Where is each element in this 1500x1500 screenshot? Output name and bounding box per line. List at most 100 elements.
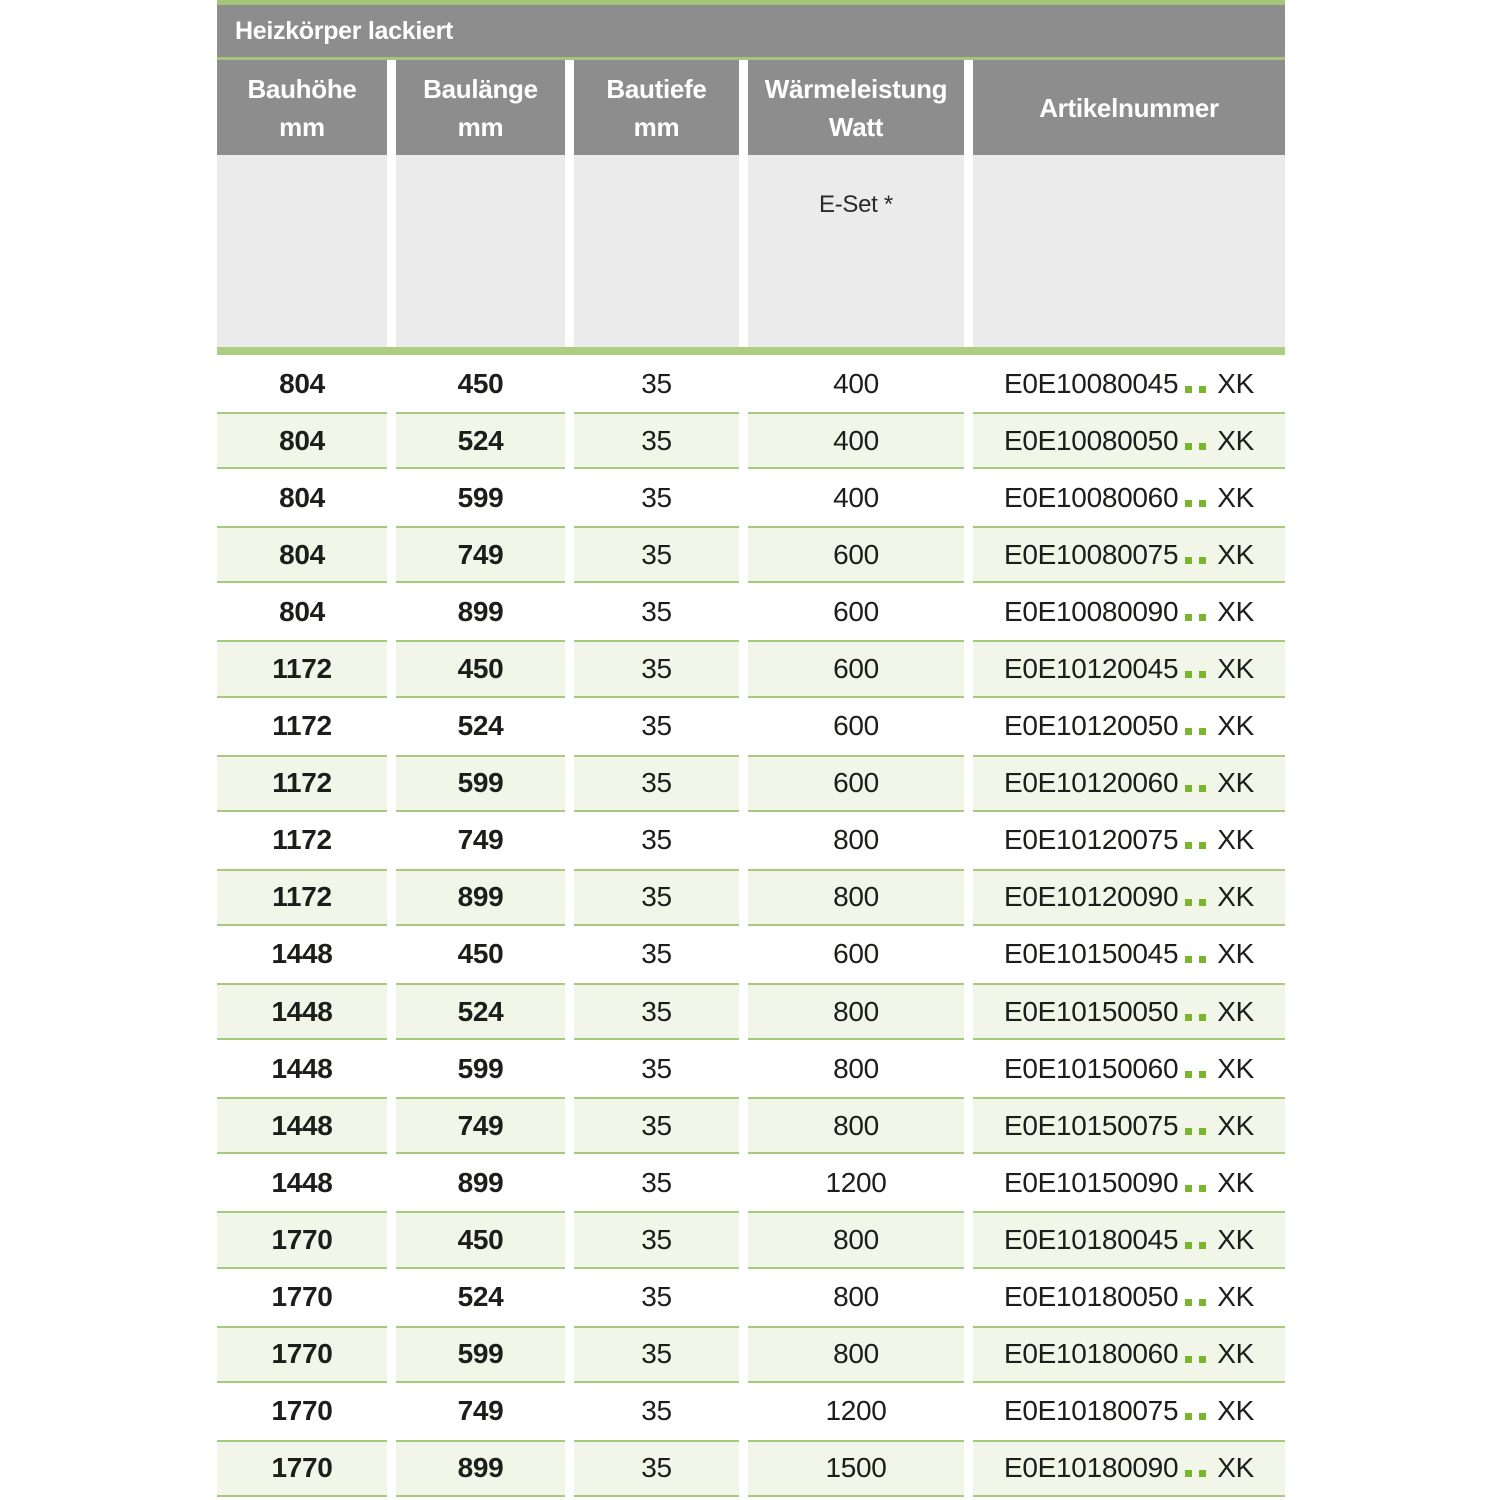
column-header-bautiefe: Bautiefe mm — [574, 60, 739, 155]
cell-value: 600 — [833, 767, 879, 799]
cell-value: 800 — [833, 1281, 879, 1313]
article-prefix: E0E10180045 — [1004, 1223, 1179, 1255]
article-suffix: XK — [1217, 938, 1254, 970]
article-number: E0E10180060 XK — [1004, 1338, 1254, 1370]
article-suffix: XK — [1217, 424, 1254, 456]
green-dot-icon — [1199, 899, 1207, 907]
article-number: E0E10180050 XK — [1004, 1281, 1254, 1313]
cell-value: 35 — [641, 881, 672, 913]
cell-baulaenge: 599 — [396, 1325, 565, 1383]
subheader-cell-bautiefe — [574, 155, 739, 347]
column-header-artikelnummer: Artikelnummer — [973, 60, 1285, 155]
cell-bautiefe: 35 — [574, 355, 739, 412]
green-dot-icon — [1199, 1070, 1207, 1078]
cell-value: 35 — [641, 653, 672, 685]
green-dot-icon — [1199, 728, 1207, 736]
green-dot-icon — [1185, 728, 1193, 736]
cell-value: 35 — [641, 1109, 672, 1141]
cell-value: 600 — [833, 710, 879, 742]
cell-watt: 800 — [748, 1269, 964, 1326]
article-prefix: E0E10180050 — [1004, 1281, 1179, 1313]
cell-baulaenge: 450 — [396, 926, 565, 983]
cell-bautiefe: 35 — [574, 1269, 739, 1326]
article-prefix: E0E10150075 — [1004, 1109, 1179, 1141]
green-dot-icon — [1185, 842, 1193, 850]
column-label: Bautiefe — [606, 73, 707, 104]
green-dot-icon — [1199, 613, 1207, 621]
cell-value: 1172 — [272, 653, 332, 685]
article-prefix: E0E10120060 — [1004, 767, 1179, 799]
subheader-cell-eset: E-Set * — [748, 155, 964, 347]
cell-value: 450 — [457, 367, 504, 399]
cell-value: 35 — [641, 595, 672, 627]
cell-artikelnummer: E0E10080090 XK — [973, 583, 1285, 640]
cell-baulaenge: 899 — [396, 868, 565, 926]
green-dot-icon — [1199, 1299, 1207, 1307]
cell-watt: 800 — [748, 1040, 964, 1097]
cell-artikelnummer: E0E10120075 XK — [973, 812, 1285, 869]
article-number: E0E10150075 XK — [1004, 1110, 1254, 1142]
green-dot-icon — [1185, 1127, 1193, 1135]
green-dot-icon — [1185, 1470, 1193, 1478]
cell-baulaenge: 899 — [396, 583, 565, 640]
table-row: 804 524 35 400 E0E10080050 XK — [217, 412, 1285, 470]
column-unit: mm — [457, 111, 504, 142]
article-number: E0E10180045 XK — [1004, 1224, 1254, 1256]
cell-value: 1770 — [271, 1223, 333, 1255]
cell-baulaenge: 599 — [396, 1040, 565, 1097]
table-row: 804 899 35 600 E0E10080090 XK — [217, 583, 1285, 640]
cell-value: 1200 — [825, 1166, 887, 1198]
cell-value: 1448 — [271, 1052, 333, 1084]
eset-note: E-Set * — [819, 191, 893, 218]
cell-value: 1172 — [272, 824, 332, 856]
cell-baulaenge: 899 — [396, 1154, 565, 1211]
cell-baulaenge: 524 — [396, 1269, 565, 1326]
cell-bautiefe: 35 — [574, 412, 739, 470]
cell-artikelnummer: E0E10150060 XK — [973, 1040, 1285, 1097]
article-number: E0E10120075 XK — [1004, 824, 1254, 856]
cell-value: 600 — [833, 538, 879, 570]
article-number: E0E10180090 XK — [1004, 1452, 1254, 1484]
cell-bauhoehe: 1172 — [217, 754, 387, 812]
green-dot-icon — [1199, 1470, 1207, 1478]
green-dot-icon — [1185, 499, 1193, 507]
cell-watt: 600 — [748, 698, 964, 755]
cell-value: 804 — [279, 424, 325, 456]
cell-watt: 600 — [748, 754, 964, 812]
article-prefix: E0E10120090 — [1004, 881, 1179, 913]
cell-value: 1448 — [271, 938, 333, 970]
cell-value: 35 — [641, 995, 672, 1027]
cell-watt: 600 — [748, 526, 964, 584]
green-dot-icon — [1185, 1299, 1193, 1307]
cell-bauhoehe: 1770 — [217, 1439, 387, 1497]
green-dot-icon — [1185, 442, 1193, 450]
cell-watt: 800 — [748, 1325, 964, 1383]
cell-bauhoehe: 1770 — [217, 1383, 387, 1440]
table-row: 1172 524 35 600 E0E10120050 XK — [217, 698, 1285, 755]
cell-baulaenge: 450 — [396, 1211, 565, 1269]
cell-bautiefe: 35 — [574, 698, 739, 755]
cell-value: 800 — [833, 995, 879, 1027]
cell-value: 1172 — [272, 881, 332, 913]
cell-watt: 1200 — [748, 1383, 964, 1440]
cell-value: 800 — [833, 1109, 879, 1141]
green-dot-icon — [1199, 1356, 1207, 1364]
cell-value: 600 — [833, 595, 879, 627]
article-prefix: E0E10080045 — [1004, 367, 1179, 399]
cell-value: 804 — [279, 538, 325, 570]
article-prefix: E0E10120075 — [1004, 824, 1179, 856]
article-number: E0E10120045 XK — [1004, 653, 1254, 685]
cell-baulaenge: 749 — [396, 526, 565, 584]
article-prefix: E0E10180075 — [1004, 1395, 1179, 1427]
article-suffix: XK — [1217, 995, 1254, 1027]
cell-value: 800 — [833, 1338, 879, 1370]
article-suffix: XK — [1217, 481, 1254, 513]
cell-value: 450 — [457, 1223, 504, 1255]
cell-bauhoehe: 1172 — [217, 812, 387, 869]
column-header-row: Bauhöhe mm Baulänge mm Bautiefe mm Wärme… — [217, 60, 1285, 155]
cell-value: 599 — [457, 481, 504, 513]
cell-artikelnummer: E0E10080060 XK — [973, 469, 1285, 526]
cell-value: 1172 — [272, 710, 332, 742]
cell-watt: 800 — [748, 868, 964, 926]
cell-watt: 400 — [748, 469, 964, 526]
